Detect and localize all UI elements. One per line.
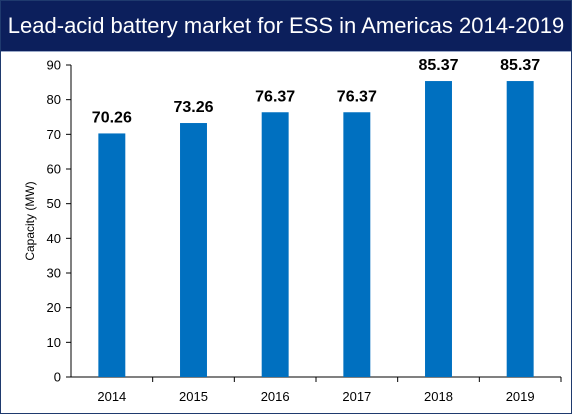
- data-label: 76.37: [255, 88, 295, 105]
- bar: [98, 133, 126, 377]
- x-tick-label: 2019: [506, 389, 535, 404]
- y-tick-label: 80: [47, 92, 61, 107]
- x-tick-label: 2015: [179, 389, 208, 404]
- data-label: 85.37: [500, 57, 540, 74]
- x-tick-label: 2017: [342, 389, 371, 404]
- bar: [506, 81, 534, 378]
- bar: [343, 112, 371, 377]
- y-tick-label: 20: [47, 300, 61, 315]
- bar: [180, 123, 207, 377]
- data-label: 76.37: [337, 88, 377, 105]
- x-tick-label: 2014: [97, 389, 126, 404]
- chart-title: Lead-acid battery market for ESS in Amer…: [1, 1, 571, 52]
- value-labels: 70.26 73.26 76.37 76.37 85.37 85.37: [92, 57, 540, 126]
- axes: 0 10 20 30 40 50 60 70 80 90 2014 2015 2016 2017 2018 2…: [47, 58, 562, 404]
- y-tick-label: 40: [47, 231, 61, 246]
- bars: [98, 81, 534, 378]
- bar: [425, 81, 452, 378]
- y-tick-label: 0: [54, 370, 61, 385]
- y-tick-label: 30: [47, 266, 61, 281]
- y-tick-label: 90: [47, 58, 61, 73]
- data-label: 70.26: [92, 109, 132, 126]
- y-tick-label: 60: [47, 162, 61, 177]
- y-axis-title: Capacity (MW): [23, 181, 37, 260]
- y-tick-label: 10: [47, 335, 61, 350]
- data-label: 85.37: [418, 57, 458, 74]
- bar: [261, 112, 289, 377]
- x-tick-label: 2016: [261, 389, 290, 404]
- y-tick-label: 50: [47, 196, 61, 211]
- data-label: 73.26: [173, 99, 213, 116]
- y-tick-label: 70: [47, 127, 61, 142]
- x-tick-label: 2018: [424, 389, 453, 404]
